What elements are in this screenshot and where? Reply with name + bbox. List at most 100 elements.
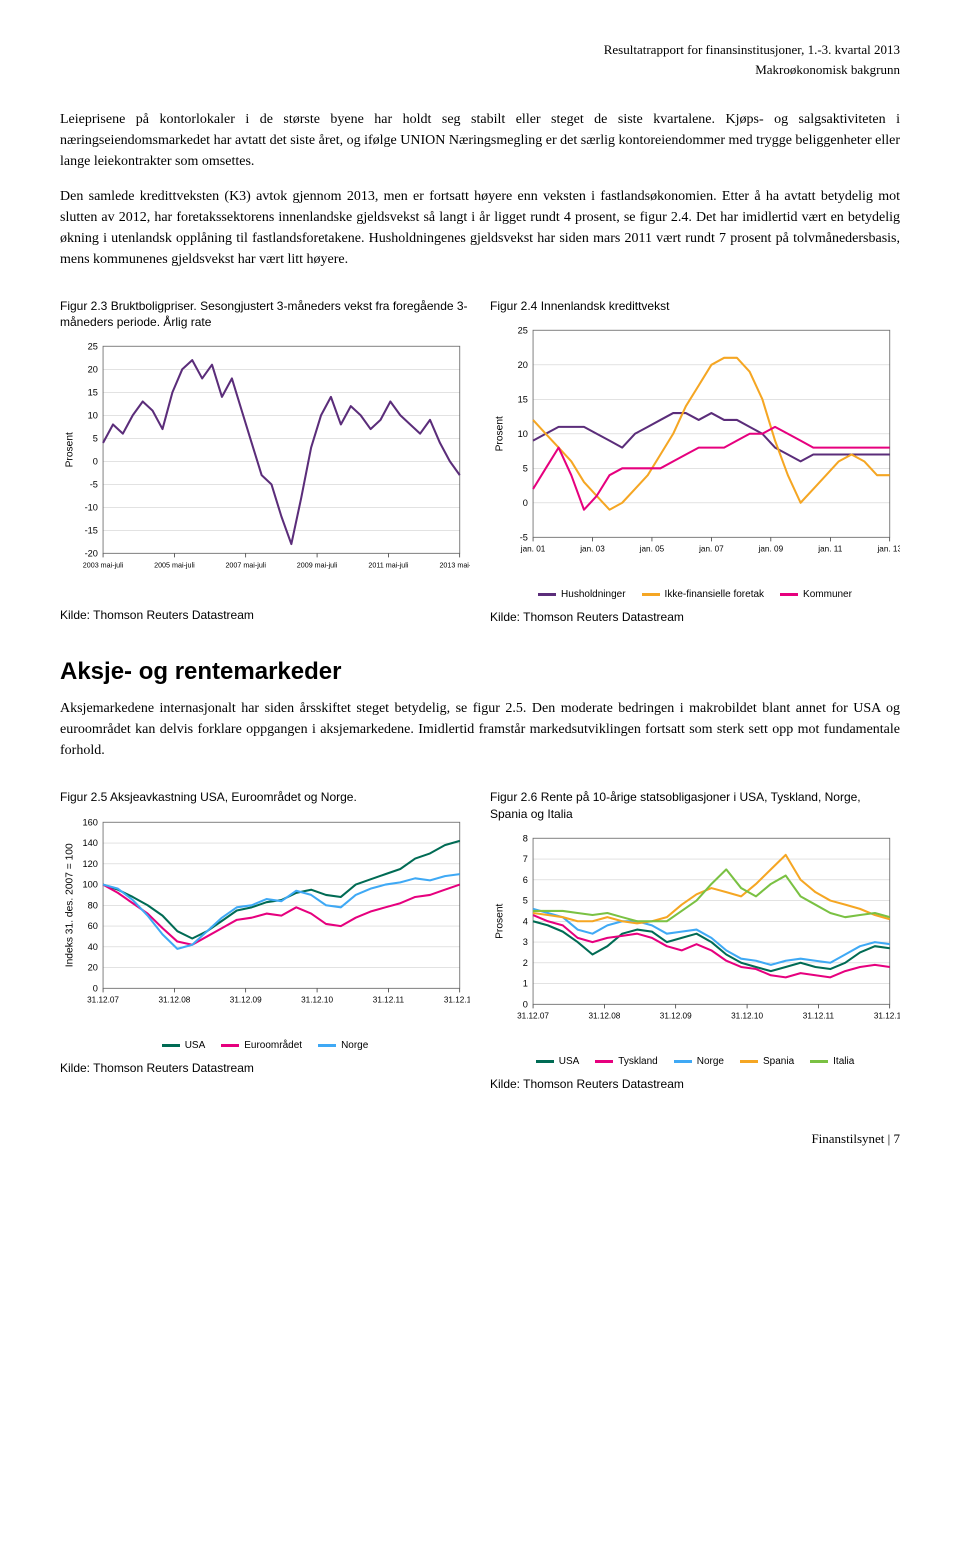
svg-text:31.12.11: 31.12.11 xyxy=(373,995,405,1004)
svg-text:2009 mai-juli: 2009 mai-juli xyxy=(297,562,338,570)
svg-text:Prosent: Prosent xyxy=(494,903,505,938)
figure-2-4-legend: Husholdninger Ikke-finansielle foretak Kom… xyxy=(490,587,900,602)
svg-text:1: 1 xyxy=(523,978,528,988)
figure-2-5-source: Kilde: Thomson Reuters Datastream xyxy=(60,1059,470,1077)
legend-item: Husholdninger xyxy=(538,587,626,602)
svg-text:31.12.11: 31.12.11 xyxy=(803,1011,835,1020)
svg-text:jan. 09: jan. 09 xyxy=(758,545,784,554)
svg-text:8: 8 xyxy=(523,833,528,843)
svg-text:140: 140 xyxy=(83,838,98,848)
header-line-2: Makroøkonomisk bakgrunn xyxy=(60,60,900,80)
body-text-block-2: Aksjemarkedene internasjonalt har siden … xyxy=(60,698,900,761)
svg-text:jan. 03: jan. 03 xyxy=(579,545,605,554)
svg-text:jan. 13: jan. 13 xyxy=(876,545,900,554)
svg-text:Indeks 31. des. 2007 = 100: Indeks 31. des. 2007 = 100 xyxy=(64,843,75,967)
legend-item: Norge xyxy=(318,1038,368,1053)
svg-text:2011 mai-juli: 2011 mai-juli xyxy=(368,562,408,570)
svg-text:5: 5 xyxy=(523,895,528,905)
svg-text:-10: -10 xyxy=(85,503,98,513)
legend-item: USA xyxy=(536,1054,580,1069)
svg-text:10: 10 xyxy=(518,429,528,439)
svg-text:7: 7 xyxy=(523,854,528,864)
svg-text:jan. 11: jan. 11 xyxy=(817,545,842,554)
svg-text:15: 15 xyxy=(518,395,528,405)
page-header: Resultatrapport for finansinstitusjoner,… xyxy=(60,40,900,79)
svg-text:20: 20 xyxy=(518,360,528,370)
figure-2-3: Figur 2.3 Bruktboligpriser. Sesongjuster… xyxy=(60,298,470,626)
svg-text:25: 25 xyxy=(88,342,98,352)
legend-item: Spania xyxy=(740,1054,794,1069)
svg-text:Prosent: Prosent xyxy=(494,416,505,451)
svg-text:31.12.07: 31.12.07 xyxy=(87,995,119,1004)
svg-text:100: 100 xyxy=(83,879,98,889)
paragraph-1: Leieprisene på kontorlokaler i de størst… xyxy=(60,109,900,172)
legend-item: Ikke-finansielle foretak xyxy=(642,587,765,602)
svg-text:31.12.10: 31.12.10 xyxy=(731,1011,763,1020)
figure-2-6-title: Figur 2.6 Rente på 10-årige statsobligas… xyxy=(490,789,900,821)
svg-text:120: 120 xyxy=(83,858,98,868)
figure-2-4-title: Figur 2.4 Innenlandsk kredittvekst xyxy=(490,298,900,314)
svg-text:2013 mai-juli: 2013 mai-juli xyxy=(439,562,470,570)
svg-text:jan. 01: jan. 01 xyxy=(520,545,546,554)
svg-text:Prosent: Prosent xyxy=(64,432,75,467)
figure-2-3-source: Kilde: Thomson Reuters Datastream xyxy=(60,606,470,624)
figure-2-6-chart: 0 1 2 3 4 5 6 7 8 31.12.07 31.12.08 31.12.09 31.12.1… xyxy=(490,828,900,1050)
svg-text:20: 20 xyxy=(88,365,98,375)
svg-text:-5: -5 xyxy=(520,533,528,543)
header-line-1: Resultatrapport for finansinstitusjoner,… xyxy=(60,40,900,60)
svg-text:31.12.12: 31.12.12 xyxy=(874,1011,900,1020)
svg-text:160: 160 xyxy=(83,817,98,827)
legend-item: Tyskland xyxy=(595,1054,657,1069)
svg-text:-15: -15 xyxy=(85,526,98,536)
svg-text:0: 0 xyxy=(93,457,98,467)
svg-text:31.12.12: 31.12.12 xyxy=(444,995,470,1004)
figure-2-4-chart: -50510152025jan. 01jan. 03jan. 05jan. 07… xyxy=(490,320,900,583)
svg-text:-5: -5 xyxy=(90,480,98,490)
svg-text:20: 20 xyxy=(88,962,98,972)
svg-text:5: 5 xyxy=(93,434,98,444)
svg-text:jan. 05: jan. 05 xyxy=(639,545,665,554)
section-paragraph: Aksjemarkedene internasjonalt har siden … xyxy=(60,698,900,761)
figure-2-6-source: Kilde: Thomson Reuters Datastream xyxy=(490,1075,900,1093)
legend-item: Kommuner xyxy=(780,587,852,602)
svg-text:31.12.08: 31.12.08 xyxy=(158,995,190,1004)
legend-item: Euroområdet xyxy=(221,1038,302,1053)
svg-text:0: 0 xyxy=(93,983,98,993)
figure-2-5-chart: 0 20 40 60 80 100 120 140 160 31.12.07 31.12.08 31.… xyxy=(60,812,470,1034)
svg-text:4: 4 xyxy=(523,916,528,926)
svg-text:31.12.07: 31.12.07 xyxy=(517,1011,549,1020)
figure-2-5-legend: USA Euroområdet Norge xyxy=(60,1038,470,1053)
svg-text:31.12.10: 31.12.10 xyxy=(301,995,333,1004)
figure-2-3-title: Figur 2.3 Bruktboligpriser. Sesongjuster… xyxy=(60,298,470,330)
svg-text:2003 mai-juli: 2003 mai-juli xyxy=(83,562,124,570)
figure-row-2: Figur 2.5 Aksjeavkastning USA, Euroområd… xyxy=(60,789,900,1093)
legend-item: Italia xyxy=(810,1054,854,1069)
svg-text:60: 60 xyxy=(88,921,98,931)
legend-item: USA xyxy=(162,1038,206,1053)
figure-2-4-source: Kilde: Thomson Reuters Datastream xyxy=(490,608,900,626)
figure-2-6-legend: USA Tyskland Norge Spania Italia xyxy=(490,1054,900,1069)
figure-2-3-chart: -20-15-10-505101520252003 mai-juli2005 m… xyxy=(60,336,470,599)
figure-row-1: Figur 2.3 Bruktboligpriser. Sesongjuster… xyxy=(60,298,900,626)
svg-text:31.12.08: 31.12.08 xyxy=(588,1011,620,1020)
svg-text:2005 mai-juli: 2005 mai-juli xyxy=(154,562,195,570)
figure-2-5-title: Figur 2.5 Aksjeavkastning USA, Euroområd… xyxy=(60,789,470,805)
svg-text:5: 5 xyxy=(523,464,528,474)
body-text-block-1: Leieprisene på kontorlokaler i de størst… xyxy=(60,109,900,270)
svg-text:3: 3 xyxy=(523,937,528,947)
legend-item: Norge xyxy=(674,1054,724,1069)
svg-text:40: 40 xyxy=(88,941,98,951)
svg-text:6: 6 xyxy=(523,875,528,885)
svg-text:0: 0 xyxy=(523,999,528,1009)
svg-text:31.12.09: 31.12.09 xyxy=(660,1011,692,1020)
svg-text:-20: -20 xyxy=(85,549,98,559)
figure-2-5: Figur 2.5 Aksjeavkastning USA, Euroområd… xyxy=(60,789,470,1093)
svg-text:15: 15 xyxy=(88,388,98,398)
svg-text:31.12.09: 31.12.09 xyxy=(230,995,262,1004)
svg-text:2: 2 xyxy=(523,958,528,968)
svg-text:80: 80 xyxy=(88,900,98,910)
figure-2-6: Figur 2.6 Rente på 10-årige statsobligas… xyxy=(490,789,900,1093)
svg-text:0: 0 xyxy=(523,498,528,508)
paragraph-2: Den samlede kredittveksten (K3) avtok gj… xyxy=(60,186,900,270)
svg-text:jan. 07: jan. 07 xyxy=(698,545,724,554)
